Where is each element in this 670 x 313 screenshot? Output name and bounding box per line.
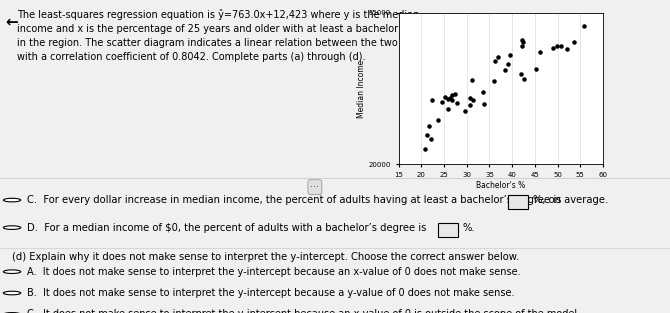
Point bbox=[499, 68, 510, 73]
Point bbox=[424, 124, 435, 129]
Point bbox=[436, 100, 447, 105]
Text: B.  It does not make sense to interpret the y-intercept because a y-value of 0 d: B. It does not make sense to interpret t… bbox=[27, 288, 515, 298]
Point bbox=[517, 43, 528, 48]
Point bbox=[539, 0, 549, 2]
Point bbox=[425, 137, 436, 142]
FancyBboxPatch shape bbox=[438, 223, 458, 237]
Text: %.: %. bbox=[463, 223, 476, 233]
Point bbox=[502, 61, 513, 66]
Point bbox=[504, 53, 515, 58]
Point bbox=[576, 7, 586, 12]
Point bbox=[445, 95, 456, 100]
Text: D.  For a median income of $0, the percent of adults with a bachelor’s degree is: D. For a median income of $0, the percen… bbox=[27, 223, 426, 233]
X-axis label: Bachelor's %: Bachelor's % bbox=[476, 181, 525, 190]
Point bbox=[446, 97, 457, 102]
Point bbox=[467, 78, 478, 83]
Circle shape bbox=[3, 291, 21, 295]
FancyBboxPatch shape bbox=[508, 195, 528, 209]
Point bbox=[488, 79, 499, 84]
Point bbox=[515, 72, 526, 77]
Y-axis label: Median Income: Median Income bbox=[357, 59, 366, 118]
Point bbox=[452, 100, 462, 105]
Point bbox=[422, 132, 433, 137]
Point bbox=[576, 0, 586, 1]
Point bbox=[492, 55, 503, 60]
Text: ···: ··· bbox=[310, 182, 320, 192]
Point bbox=[519, 76, 529, 81]
Text: ←: ← bbox=[5, 14, 18, 29]
Point bbox=[432, 117, 443, 122]
Point bbox=[442, 96, 453, 101]
Point bbox=[450, 91, 460, 96]
Point bbox=[479, 102, 490, 107]
Point bbox=[467, 97, 478, 102]
Point bbox=[531, 66, 541, 71]
Text: C.  It does not make sense to interpret the y-intercept because an x-value of 0 : C. It does not make sense to interpret t… bbox=[27, 309, 580, 313]
Point bbox=[569, 40, 580, 45]
Point bbox=[518, 39, 529, 44]
Text: A.  It does not make sense to interpret the y-intercept because an x-value of 0 : A. It does not make sense to interpret t… bbox=[27, 267, 521, 277]
Circle shape bbox=[3, 198, 21, 202]
Point bbox=[556, 44, 567, 49]
Text: The least-squares regression equation is ŷ=763.0x+12,423 where y is the median
i: The least-squares regression equation is… bbox=[17, 9, 446, 62]
Point bbox=[517, 37, 527, 42]
Point bbox=[419, 146, 430, 151]
Circle shape bbox=[3, 226, 21, 229]
Point bbox=[460, 109, 470, 114]
Point bbox=[535, 50, 545, 55]
Point bbox=[442, 106, 453, 111]
Point bbox=[478, 90, 488, 95]
Text: C.  For every dollar increase in median income, the percent of adults having at : C. For every dollar increase in median i… bbox=[27, 195, 561, 205]
Circle shape bbox=[3, 270, 21, 274]
Text: (d) Explain why it does not make sense to interpret the y-intercept. Choose the : (d) Explain why it does not make sense t… bbox=[12, 252, 519, 262]
Point bbox=[561, 46, 572, 51]
Point bbox=[548, 46, 559, 51]
Point bbox=[579, 23, 590, 28]
Point bbox=[447, 93, 458, 98]
Text: %, on average.: %, on average. bbox=[533, 195, 608, 205]
Point bbox=[552, 44, 563, 49]
Point bbox=[440, 95, 450, 100]
Point bbox=[490, 59, 500, 64]
Point bbox=[427, 98, 438, 103]
Point bbox=[465, 95, 476, 100]
Point bbox=[465, 102, 476, 107]
